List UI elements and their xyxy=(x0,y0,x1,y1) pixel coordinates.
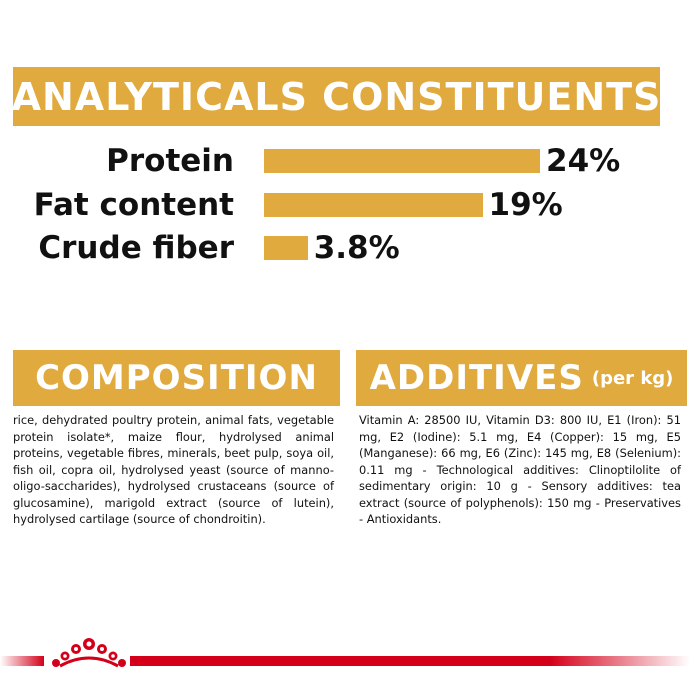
nutrient-label-fat: Fat content xyxy=(33,187,234,223)
nutrient-value-fiber: 3.8% xyxy=(313,230,400,266)
analytical-constituents-title: ANALYTICALS CONSTITUENTS xyxy=(11,74,662,119)
composition-header: COMPOSITION xyxy=(13,350,340,406)
composition-title: COMPOSITION xyxy=(35,358,318,398)
additives-header: ADDITIVES (per kg) xyxy=(356,350,687,406)
additives-title: ADDITIVES xyxy=(369,358,584,398)
composition-text: rice, dehydrated poultry protein, animal… xyxy=(13,413,334,526)
additives-text: Vitamin A: 28500 IU, Vitamin D3: 800 IU,… xyxy=(359,413,681,526)
nutrient-value-protein: 24% xyxy=(546,143,621,179)
nutrient-bar-fiber xyxy=(264,236,308,260)
nutrient-bar-protein xyxy=(264,149,540,173)
analytical-constituents-banner: ANALYTICALS CONSTITUENTS xyxy=(11,67,662,126)
footer-red-line-left xyxy=(0,656,44,666)
nutrient-value-fat: 19% xyxy=(488,187,563,223)
nutrient-label-fiber: Crude fiber xyxy=(38,230,234,266)
nutrient-bar-fat xyxy=(264,193,483,217)
footer-red-line xyxy=(130,656,690,666)
royal-canin-crown-icon xyxy=(52,638,126,668)
nutrient-label-protein: Protein xyxy=(106,143,234,179)
additives-unit: (per kg) xyxy=(591,367,674,389)
